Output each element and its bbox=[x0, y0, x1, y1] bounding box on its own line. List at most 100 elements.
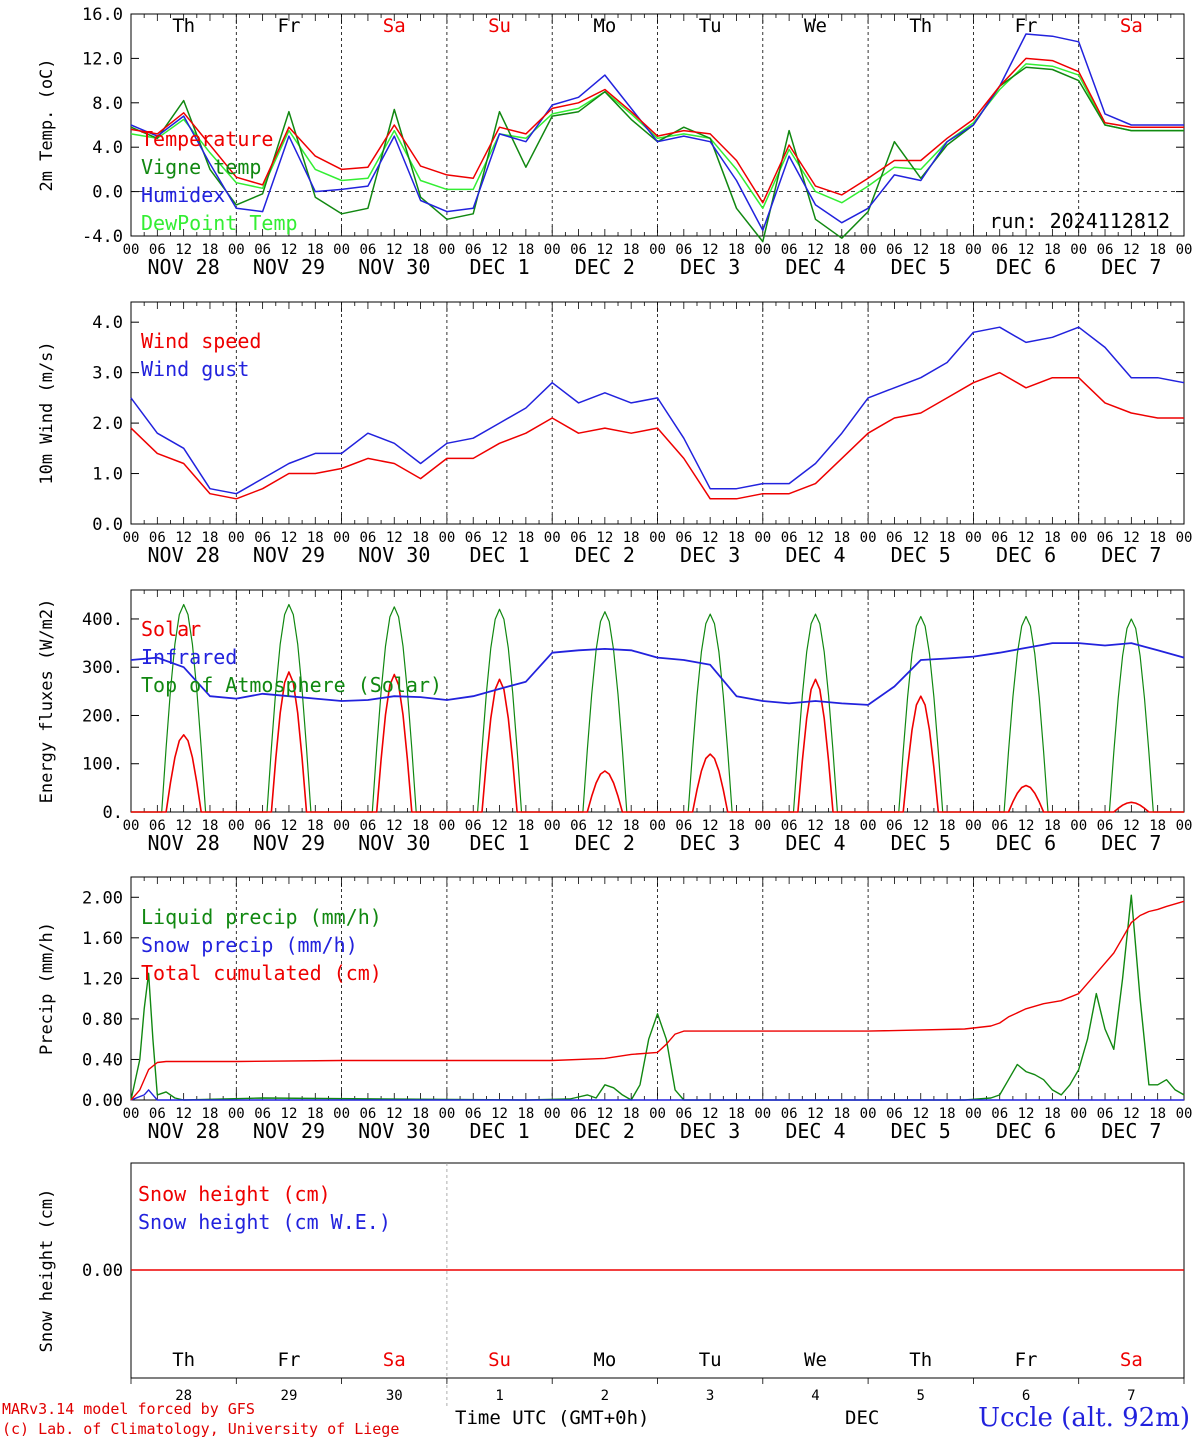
y-tick-label: 1.0 bbox=[92, 465, 123, 485]
hour-tick-label: 06 bbox=[886, 530, 903, 546]
hour-tick-label: 00 bbox=[438, 530, 455, 546]
series-temperature bbox=[130, 57, 1184, 204]
legend-entry: Snow height (cm) bbox=[138, 1182, 331, 1206]
hour-tick-label: 12 bbox=[596, 242, 613, 258]
hour-tick-label: 06 bbox=[1097, 530, 1114, 546]
legend-entry: Top of Atmosphere (Solar) bbox=[141, 673, 442, 697]
hour-tick-label: 00 bbox=[965, 242, 982, 258]
day-number-label: 7 bbox=[1127, 1388, 1135, 1404]
date-label: NOV 28 bbox=[148, 1119, 220, 1143]
y-tick-label: 12.0 bbox=[82, 49, 123, 69]
hour-tick-label: 06 bbox=[570, 818, 587, 834]
date-label: NOV 28 bbox=[148, 831, 220, 855]
hour-tick-label: 12 bbox=[807, 242, 824, 258]
hour-tick-label: 00 bbox=[123, 530, 140, 546]
hour-tick-label: 00 bbox=[123, 818, 140, 834]
hour-tick-label: 18 bbox=[517, 530, 534, 546]
hour-tick-label: 12 bbox=[1123, 242, 1140, 258]
date-label: NOV 30 bbox=[358, 255, 430, 279]
hour-tick-label: 12 bbox=[702, 818, 719, 834]
y-tick-label: 4.0 bbox=[92, 138, 123, 158]
legend-entry: Total cumulated (cm) bbox=[141, 961, 382, 985]
footer: MARv3.14 model forced by GFS (c) Lab. of… bbox=[2, 1400, 1190, 1438]
hour-tick-label: 06 bbox=[991, 1106, 1008, 1122]
hour-tick-label: 12 bbox=[491, 818, 508, 834]
date-label: NOV 29 bbox=[253, 831, 325, 855]
hour-tick-label: 00 bbox=[438, 242, 455, 258]
date-label: NOV 29 bbox=[253, 255, 325, 279]
hour-tick-label: 06 bbox=[465, 818, 482, 834]
hour-tick-label: 00 bbox=[333, 242, 350, 258]
hour-tick-label: 12 bbox=[1123, 530, 1140, 546]
hour-tick-label: 06 bbox=[781, 242, 798, 258]
hour-tick-label: 00 bbox=[544, 1106, 561, 1122]
day-number-label: 1 bbox=[495, 1388, 503, 1404]
date-label: DEC 4 bbox=[785, 1119, 845, 1143]
hour-tick-label: 06 bbox=[675, 530, 692, 546]
hour-tick-label: 18 bbox=[728, 818, 745, 834]
date-label: DEC 2 bbox=[575, 543, 635, 567]
hour-tick-label: 06 bbox=[570, 1106, 587, 1122]
hour-tick-label: 18 bbox=[202, 242, 219, 258]
panel-5-ylabel: Snow height (cm) bbox=[37, 1189, 57, 1353]
hour-tick-label: 18 bbox=[307, 530, 324, 546]
hour-tick-label: 06 bbox=[465, 530, 482, 546]
y-tick-label: 4.0 bbox=[92, 313, 123, 333]
hour-tick-label: 06 bbox=[570, 530, 587, 546]
date-label: DEC 2 bbox=[575, 255, 635, 279]
hour-tick-label: 00 bbox=[649, 242, 666, 258]
series-total-cumulated-cm- bbox=[130, 900, 1185, 1101]
hour-tick-label: 18 bbox=[412, 1106, 429, 1122]
y-tick-label: 200. bbox=[82, 706, 123, 726]
hour-tick-label: 18 bbox=[833, 242, 850, 258]
day-label: Su bbox=[488, 15, 511, 37]
month-label: DEC bbox=[845, 1407, 879, 1429]
hour-tick-label: 06 bbox=[149, 818, 166, 834]
hour-tick-label: 12 bbox=[491, 242, 508, 258]
hour-tick-label: 12 bbox=[1018, 242, 1035, 258]
hour-tick-label: 00 bbox=[1070, 242, 1087, 258]
hour-tick-label: 00 bbox=[1176, 818, 1193, 834]
hour-tick-label: 06 bbox=[149, 242, 166, 258]
hour-tick-label: 18 bbox=[1044, 818, 1061, 834]
hour-tick-label: 12 bbox=[491, 530, 508, 546]
panel-3-ylabel: Energy fluxes (W/m2) bbox=[37, 599, 57, 804]
hour-tick-label: 06 bbox=[1097, 1106, 1114, 1122]
day-number-label: 29 bbox=[281, 1388, 298, 1404]
hour-tick-label: 00 bbox=[649, 818, 666, 834]
hour-tick-label: 06 bbox=[675, 1106, 692, 1122]
hour-tick-label: 12 bbox=[386, 530, 403, 546]
hour-tick-label: 12 bbox=[175, 818, 192, 834]
hour-tick-label: 18 bbox=[412, 818, 429, 834]
hour-tick-label: 12 bbox=[281, 818, 298, 834]
hour-tick-label: 18 bbox=[728, 530, 745, 546]
y-tick-label: 300. bbox=[82, 658, 123, 678]
hour-tick-label: 12 bbox=[281, 1106, 298, 1122]
day-label: Th bbox=[909, 15, 932, 37]
hour-tick-label: 00 bbox=[544, 242, 561, 258]
hour-tick-label: 06 bbox=[465, 1106, 482, 1122]
date-label: DEC 7 bbox=[1101, 831, 1161, 855]
hour-tick-label: 00 bbox=[1070, 818, 1087, 834]
day-label: Sa bbox=[1120, 15, 1143, 37]
panel-1-ylabel: 2m Temp. (oC) bbox=[37, 58, 57, 191]
hour-tick-label: 06 bbox=[359, 242, 376, 258]
y-tick-label: 16.0 bbox=[82, 5, 123, 25]
y-tick-label: 1.20 bbox=[82, 969, 123, 989]
day-label: Tu bbox=[699, 15, 722, 37]
legend-entry: Vigne temp bbox=[141, 155, 261, 179]
y-tick-label: 400. bbox=[82, 610, 123, 630]
legend-entry: Humidex bbox=[141, 183, 225, 207]
day-label: Sa bbox=[383, 15, 406, 37]
hour-tick-label: 18 bbox=[623, 242, 640, 258]
hour-tick-label: 18 bbox=[202, 818, 219, 834]
date-label: DEC 1 bbox=[469, 543, 529, 567]
hour-tick-label: 00 bbox=[965, 1106, 982, 1122]
hour-tick-label: 06 bbox=[149, 1106, 166, 1122]
hour-tick-label: 00 bbox=[333, 530, 350, 546]
hour-tick-label: 18 bbox=[517, 818, 534, 834]
hour-tick-label: 18 bbox=[833, 530, 850, 546]
date-label: DEC 3 bbox=[680, 1119, 740, 1143]
hour-tick-label: 18 bbox=[307, 818, 324, 834]
y-tick-label: 0.0 bbox=[92, 515, 123, 535]
